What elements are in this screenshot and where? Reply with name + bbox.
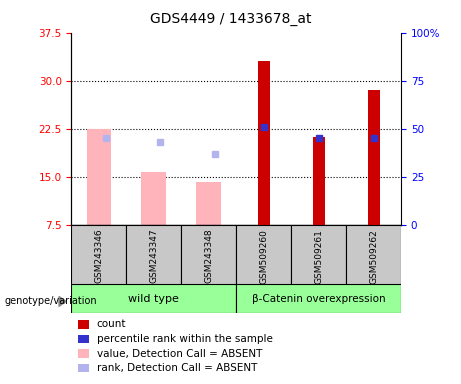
- Bar: [142, 172, 166, 225]
- Bar: [313, 137, 325, 225]
- Text: value, Detection Call = ABSENT: value, Detection Call = ABSENT: [97, 349, 262, 359]
- Text: GSM509260: GSM509260: [259, 229, 268, 284]
- Text: genotype/variation: genotype/variation: [5, 296, 97, 306]
- Text: GSM509262: GSM509262: [369, 229, 378, 283]
- Bar: [71, 284, 236, 313]
- Text: rank, Detection Call = ABSENT: rank, Detection Call = ABSENT: [97, 363, 257, 373]
- Bar: [78, 349, 89, 358]
- Polygon shape: [59, 296, 66, 306]
- Bar: [236, 284, 401, 313]
- Bar: [258, 61, 270, 225]
- Bar: [78, 320, 89, 329]
- Bar: [346, 225, 401, 284]
- Bar: [126, 225, 181, 284]
- Text: percentile rank within the sample: percentile rank within the sample: [97, 334, 273, 344]
- Bar: [78, 335, 89, 343]
- Text: β-Catenin overexpression: β-Catenin overexpression: [252, 293, 385, 304]
- Bar: [236, 225, 291, 284]
- Bar: [78, 364, 89, 372]
- Text: GSM509261: GSM509261: [314, 229, 323, 284]
- Text: wild type: wild type: [129, 293, 179, 304]
- Text: GSM243347: GSM243347: [149, 229, 159, 283]
- Text: count: count: [97, 319, 126, 329]
- Bar: [71, 225, 126, 284]
- Text: GSM243348: GSM243348: [204, 229, 213, 283]
- Bar: [291, 225, 346, 284]
- Bar: [181, 225, 236, 284]
- Bar: [367, 90, 380, 225]
- Text: GDS4449 / 1433678_at: GDS4449 / 1433678_at: [150, 12, 311, 25]
- Text: GSM243346: GSM243346: [95, 229, 103, 283]
- Bar: [196, 182, 221, 225]
- Bar: [87, 129, 111, 225]
